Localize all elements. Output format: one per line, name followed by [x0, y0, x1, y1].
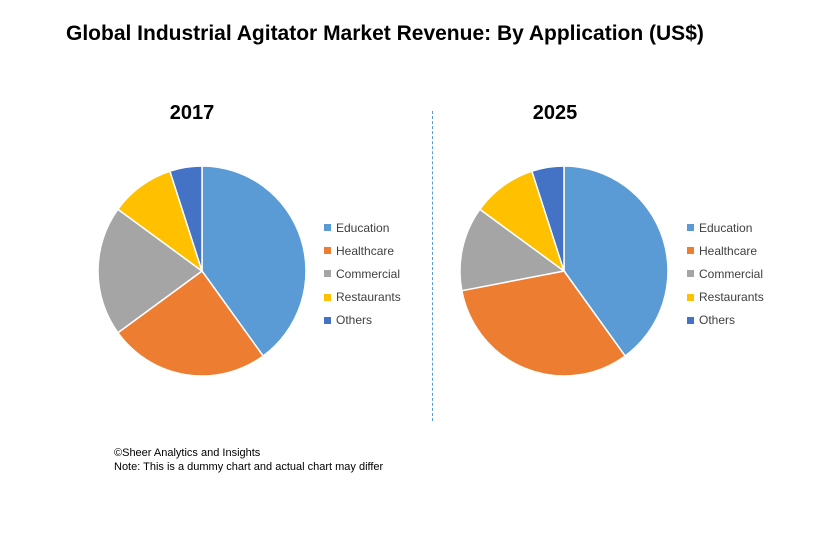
pie-title-2025: 2025 [532, 102, 578, 124]
chart-title: Global Industrial Agitator Market Revenu… [66, 22, 704, 45]
pie-slice-healthcare [460, 270, 627, 377]
legend-item-commercial: Commercial [324, 262, 401, 285]
legend-swatch [324, 293, 331, 301]
legend-item-commercial: Commercial [687, 262, 764, 285]
legend-label: Healthcare [699, 243, 758, 258]
pie-slice-others [530, 165, 565, 272]
legend-item-healthcare: Healthcare [687, 239, 764, 262]
legend-label: Education [699, 220, 753, 235]
legend-label: Restaurants [699, 290, 764, 305]
legend-swatch [687, 293, 694, 301]
disclaimer-note: Note: This is a dummy chart and actual c… [114, 461, 384, 473]
legend-item-others: Others [324, 309, 401, 332]
copyright-text: ©Sheer Analytics and Insights [114, 447, 261, 459]
legend-label: Healthcare [336, 243, 395, 258]
legend-item-others: Others [687, 309, 764, 332]
legend-swatch [324, 247, 331, 255]
legend-label: Others [699, 313, 736, 328]
legend-label: Commercial [336, 266, 401, 281]
panel-divider [432, 111, 433, 421]
legend-swatch [324, 224, 331, 232]
pie-slice-others [168, 165, 203, 272]
pie-slice-commercial [97, 208, 204, 334]
legend-swatch [324, 270, 331, 278]
legend-swatch [687, 316, 694, 324]
pie-title-2017: 2017 [169, 102, 215, 124]
pie-slice-healthcare [116, 269, 265, 377]
legend-swatch [687, 224, 694, 232]
legend-label: Commercial [699, 266, 764, 281]
legend-label: Education [336, 220, 390, 235]
footnote: ©Sheer Analytics and Insights Note: This… [114, 446, 383, 474]
legend-2017: Education Healthcare Commercial Restaura… [324, 216, 401, 332]
legend-item-education: Education [687, 216, 764, 239]
legend-item-restaurants: Restaurants [687, 286, 764, 309]
pie-slice-education [201, 165, 307, 358]
legend-swatch [324, 316, 331, 324]
legend-item-education: Education [324, 216, 401, 239]
legend-label: Restaurants [336, 290, 401, 305]
legend-item-restaurants: Restaurants [324, 286, 401, 309]
legend-swatch [687, 270, 694, 278]
pie-chart-2025 [459, 165, 669, 377]
legend-label: Others [336, 313, 373, 328]
pie-slice-education [563, 165, 669, 358]
legend-item-healthcare: Healthcare [324, 239, 401, 262]
legend-2025: Education Healthcare Commercial Restaura… [687, 216, 764, 332]
pie-chart-2017 [97, 165, 307, 377]
pie-slice-commercial [459, 208, 566, 292]
legend-swatch [687, 247, 694, 255]
